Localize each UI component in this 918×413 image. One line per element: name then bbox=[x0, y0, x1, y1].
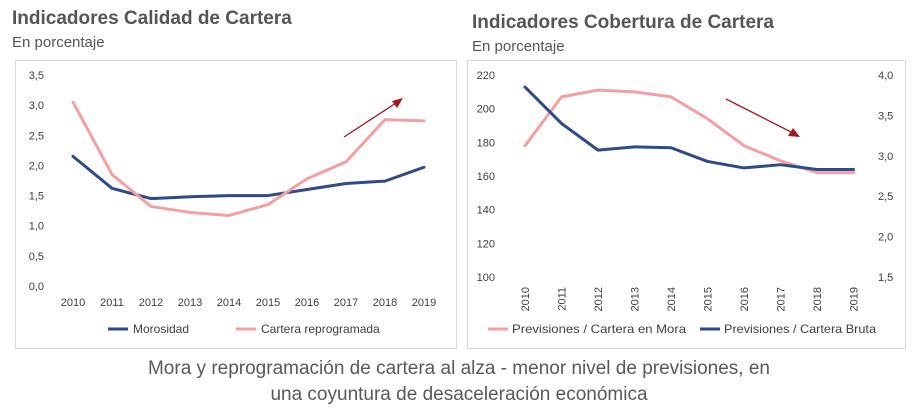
x-tick-label: 2015 bbox=[256, 297, 280, 309]
right-chart-title: Indicadores Cobertura de Cartera bbox=[472, 12, 774, 33]
y-tick-label: 3,5 bbox=[29, 70, 44, 82]
y2-tick-label: 3,0 bbox=[878, 151, 893, 163]
y-tick-label: 120 bbox=[477, 238, 495, 250]
trend-arrow-head bbox=[788, 128, 800, 137]
y-tick-label: 220 bbox=[477, 70, 495, 82]
y-tick-label: 0,0 bbox=[29, 281, 44, 293]
legend-label-0: Morosidad bbox=[133, 322, 189, 336]
trend-arrow-head bbox=[392, 98, 403, 108]
left-line-chart: 0,0 0,5 1,0 1,5 2,0 2,5 3,0 3,5 2010 2011 2012 2013… bbox=[29, 70, 437, 336]
y-tick-label: 160 bbox=[477, 171, 495, 183]
x-tick-label: 2011 bbox=[557, 287, 569, 311]
y-tick-label: 3,0 bbox=[29, 100, 44, 112]
caption-line-2: una coyuntura de desaceleración económic… bbox=[270, 384, 648, 405]
x-tick-label: 2013 bbox=[630, 287, 642, 311]
left-chart-subtitle: En porcentaje bbox=[12, 34, 105, 51]
series-line-1 bbox=[71, 100, 426, 217]
x-tick-label: 2019 bbox=[412, 297, 436, 309]
x-tick-label: 2016 bbox=[295, 297, 319, 309]
x-tick-label: 2016 bbox=[739, 287, 751, 311]
y2-tick-label: 4,0 bbox=[878, 70, 893, 82]
y-tick-label: 140 bbox=[477, 205, 495, 217]
y2-tick-label: 3,5 bbox=[878, 110, 893, 122]
trend-arrow-shaft bbox=[725, 98, 794, 134]
x-tick-label: 2012 bbox=[139, 297, 163, 309]
trend-arrow-shaft bbox=[343, 102, 397, 138]
series-line-0 bbox=[71, 154, 426, 201]
legend-label-1: Cartera reprogramada bbox=[261, 322, 380, 336]
y-tick-label: 1,0 bbox=[29, 221, 44, 233]
y2-tick-label: 1,5 bbox=[878, 272, 893, 284]
right-line-chart: 100 120 140 160 180 200 220 1,5 2,0 2,5 3,0 3,5 4,0 2… bbox=[477, 70, 894, 336]
x-tick-label: 2018 bbox=[812, 287, 824, 311]
x-tick-label: 2012 bbox=[593, 287, 605, 311]
x-tick-label: 2018 bbox=[373, 297, 397, 309]
series-line-1 bbox=[523, 85, 855, 172]
x-tick-label: 2019 bbox=[849, 287, 861, 311]
y-tick-label: 180 bbox=[477, 137, 495, 149]
y2-tick-label: 2,0 bbox=[878, 232, 893, 244]
right-chart-subtitle: En porcentaje bbox=[472, 38, 565, 55]
right-chart-panel: 100 120 140 160 180 200 220 1,5 2,0 2,5 3,0 3,5 4,0 2… bbox=[467, 60, 906, 349]
x-tick-label: 2010 bbox=[61, 297, 85, 309]
x-tick-label: 2015 bbox=[703, 287, 715, 311]
y-tick-label: 1,5 bbox=[29, 191, 44, 203]
x-tick-label: 2010 bbox=[520, 287, 532, 311]
y-tick-label: 200 bbox=[477, 104, 495, 116]
y2-tick-label: 2,5 bbox=[878, 191, 893, 203]
legend-label-1: Previsiones / Cartera Bruta bbox=[724, 322, 876, 336]
left-chart-title: Indicadores Calidad de Cartera bbox=[12, 8, 292, 29]
x-tick-label: 2017 bbox=[776, 287, 788, 311]
left-chart-panel: 0,0 0,5 1,0 1,5 2,0 2,5 3,0 3,5 2010 2011 2012 2013… bbox=[15, 60, 457, 349]
y-tick-label: 100 bbox=[477, 272, 495, 284]
x-tick-label: 2017 bbox=[334, 297, 358, 309]
y-tick-label: 2,0 bbox=[29, 160, 44, 172]
y-tick-label: 0,5 bbox=[29, 251, 44, 263]
x-tick-label: 2014 bbox=[666, 287, 678, 311]
x-tick-label: 2011 bbox=[100, 297, 124, 309]
x-tick-label: 2014 bbox=[217, 297, 241, 309]
caption-line-1: Mora y reprogramación de cartera al alza… bbox=[147, 358, 771, 379]
legend-label-0: Previsiones / Cartera en Mora bbox=[512, 322, 686, 336]
x-tick-label: 2013 bbox=[178, 297, 202, 309]
y-tick-label: 2,5 bbox=[29, 130, 44, 142]
